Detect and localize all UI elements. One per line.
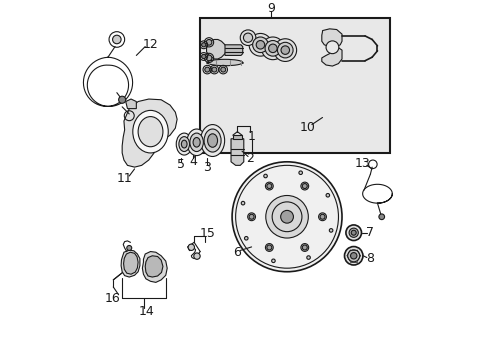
Text: 4: 4 <box>189 154 197 168</box>
Text: 6: 6 <box>232 246 240 259</box>
Circle shape <box>265 195 308 238</box>
Circle shape <box>348 228 358 237</box>
Polygon shape <box>230 139 244 165</box>
Text: 3: 3 <box>203 161 211 174</box>
Circle shape <box>193 253 200 259</box>
Circle shape <box>248 214 254 219</box>
Ellipse shape <box>189 133 203 152</box>
Circle shape <box>201 54 205 59</box>
Circle shape <box>378 214 384 220</box>
Circle shape <box>273 39 296 62</box>
Circle shape <box>248 33 271 56</box>
Text: 8: 8 <box>365 252 373 265</box>
Circle shape <box>201 42 205 47</box>
Ellipse shape <box>200 125 224 157</box>
Circle shape <box>302 245 306 250</box>
Polygon shape <box>123 252 138 274</box>
Ellipse shape <box>133 111 168 153</box>
Ellipse shape <box>176 133 192 155</box>
Text: 5: 5 <box>176 158 184 171</box>
Circle shape <box>277 42 292 58</box>
Circle shape <box>318 213 326 221</box>
Polygon shape <box>122 99 177 167</box>
Circle shape <box>280 210 293 223</box>
Text: 2: 2 <box>246 152 254 165</box>
Ellipse shape <box>207 134 217 147</box>
Circle shape <box>240 30 255 45</box>
Text: 10: 10 <box>299 121 315 134</box>
Circle shape <box>266 184 271 189</box>
Circle shape <box>350 230 355 235</box>
Polygon shape <box>125 99 136 109</box>
Circle shape <box>300 182 308 190</box>
Polygon shape <box>321 29 341 66</box>
Text: 11: 11 <box>117 172 132 185</box>
Circle shape <box>266 245 271 250</box>
Ellipse shape <box>193 138 200 147</box>
Circle shape <box>244 237 247 240</box>
Bar <box>200 18 389 153</box>
Circle shape <box>271 259 275 262</box>
Circle shape <box>344 247 362 265</box>
Circle shape <box>347 250 359 262</box>
Circle shape <box>243 33 252 42</box>
Circle shape <box>302 184 306 189</box>
Text: 16: 16 <box>104 292 120 305</box>
Polygon shape <box>232 135 242 139</box>
Circle shape <box>281 46 289 54</box>
Circle shape <box>241 201 244 205</box>
Text: 14: 14 <box>139 305 155 318</box>
Text: 13: 13 <box>354 157 369 170</box>
Ellipse shape <box>203 129 221 152</box>
Text: 15: 15 <box>199 227 215 240</box>
Circle shape <box>265 182 273 190</box>
Polygon shape <box>145 256 163 277</box>
Ellipse shape <box>179 137 189 152</box>
Circle shape <box>325 41 338 54</box>
Circle shape <box>232 162 341 272</box>
Text: 1: 1 <box>247 130 255 144</box>
Circle shape <box>345 225 361 240</box>
Circle shape <box>220 67 225 72</box>
Circle shape <box>252 37 268 53</box>
Ellipse shape <box>181 140 187 148</box>
Circle shape <box>265 244 273 251</box>
Circle shape <box>261 37 284 60</box>
Circle shape <box>256 41 264 49</box>
Circle shape <box>112 35 121 44</box>
Polygon shape <box>224 45 242 55</box>
Circle shape <box>264 41 280 56</box>
Circle shape <box>204 67 209 72</box>
Circle shape <box>126 246 131 251</box>
Polygon shape <box>142 252 167 282</box>
Circle shape <box>188 244 194 251</box>
Circle shape <box>206 40 211 45</box>
Circle shape <box>319 214 325 219</box>
Circle shape <box>263 174 267 178</box>
Polygon shape <box>206 40 226 59</box>
Ellipse shape <box>207 59 242 66</box>
Circle shape <box>350 253 356 259</box>
Ellipse shape <box>186 129 206 156</box>
Circle shape <box>119 96 125 103</box>
Circle shape <box>211 67 216 72</box>
Circle shape <box>247 213 255 221</box>
Circle shape <box>300 244 308 251</box>
Circle shape <box>306 256 310 259</box>
Text: 12: 12 <box>142 38 158 51</box>
Text: 7: 7 <box>365 226 373 239</box>
Polygon shape <box>121 250 140 277</box>
Circle shape <box>206 55 211 61</box>
Text: 9: 9 <box>266 3 274 15</box>
Circle shape <box>268 44 277 53</box>
Ellipse shape <box>138 117 163 147</box>
Circle shape <box>298 171 302 175</box>
Circle shape <box>325 193 329 197</box>
Circle shape <box>328 229 332 232</box>
